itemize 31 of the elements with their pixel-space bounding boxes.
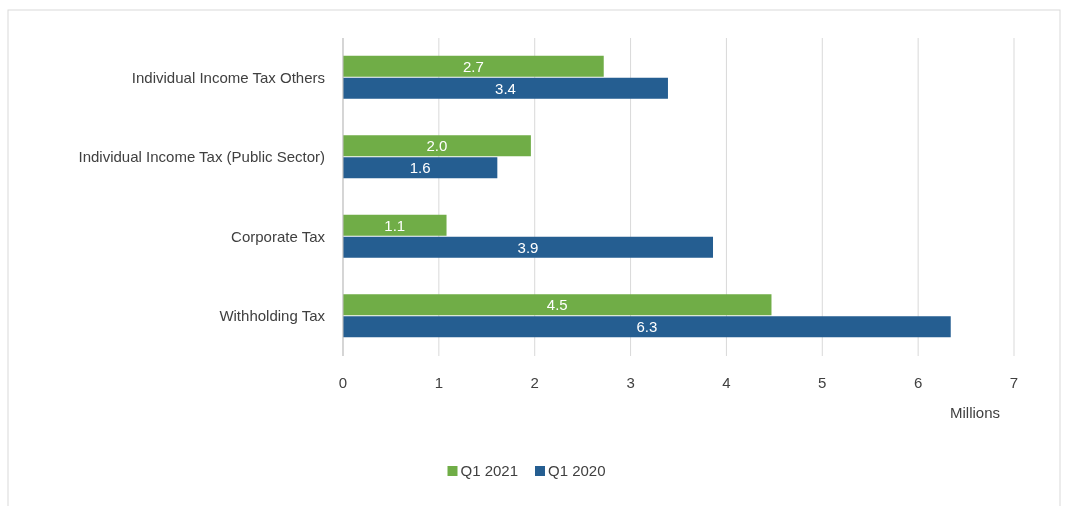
bar xyxy=(343,316,951,338)
data-label: 6.3 xyxy=(636,318,658,336)
x-tick-label: 1 xyxy=(434,374,444,391)
y-tick-label: Corporate Tax xyxy=(231,227,326,245)
data-label: 1.1 xyxy=(384,216,406,234)
x-tick-label: 5 xyxy=(818,374,827,391)
bar xyxy=(343,214,447,236)
bar xyxy=(343,157,498,179)
data-label: 1.6 xyxy=(409,159,431,177)
x-axis-title: Millions xyxy=(949,404,1001,421)
bar xyxy=(343,236,714,258)
x-tick-label: 3 xyxy=(626,374,635,391)
legend-label: Q1 2020 xyxy=(548,462,606,479)
y-tick-label: Individual Income Tax (Public Sector) xyxy=(78,148,325,166)
data-label: 3.4 xyxy=(495,79,516,97)
bar xyxy=(343,294,772,316)
x-tick-label: 4 xyxy=(722,374,731,391)
y-tick-label: Withholding Tax xyxy=(219,307,326,325)
data-label: 2.0 xyxy=(426,137,448,155)
data-label: 2.7 xyxy=(462,57,484,75)
bar xyxy=(343,135,531,157)
x-tick-label: 6 xyxy=(913,374,923,391)
data-label: 3.9 xyxy=(517,238,539,256)
x-tick-label: 7 xyxy=(1009,374,1019,391)
y-tick-label: Individual Income Tax Others xyxy=(131,68,325,86)
x-tick-label: 2 xyxy=(530,374,539,391)
bar xyxy=(343,77,668,99)
legend-label: Q1 2021 xyxy=(460,462,519,479)
x-tick-label: 0 xyxy=(338,374,348,391)
bar xyxy=(343,55,604,77)
data-label: 4.5 xyxy=(546,296,568,314)
